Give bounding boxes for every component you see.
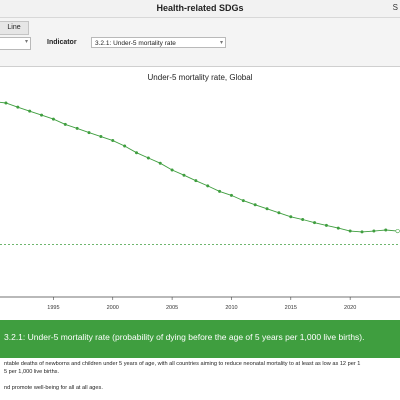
title-bar: Health-related SDGs S [0,0,400,18]
data-point [158,161,162,165]
chevron-down-icon: ▾ [219,40,223,46]
data-point [241,199,245,203]
data-point [87,131,91,135]
data-point [146,156,150,160]
data-point [301,218,305,222]
data-point [28,109,32,113]
description-line-2: 5 per 1,000 live births. [4,369,60,375]
x-tick-label: 2020 [344,305,356,311]
data-point [111,139,115,143]
app-title: Health-related SDGs [156,3,244,13]
data-point [253,203,257,207]
x-tick-label: 2015 [285,305,297,311]
data-point [63,122,67,126]
x-tick-label: 2000 [107,305,119,311]
data-point [265,207,269,211]
x-tick-label: 2005 [166,305,178,311]
data-point [289,215,293,219]
line-chart: 1995 2000 2005 2010 2015 2020 [0,101,400,311]
data-point [16,105,20,109]
data-point [384,228,388,232]
description-line-1: ntable deaths of newborns and children u… [4,361,361,367]
series-line [0,101,398,233]
banner-text: 3.2.1: Under-5 mortality rate (probabili… [4,332,365,342]
indicator-select-value: 3.2.1: Under-5 mortality rate [95,40,176,47]
data-point [229,193,233,197]
chart-title: Under-5 mortality rate, Global [147,73,253,82]
header-corner-text: S [392,3,398,12]
data-point [75,126,79,130]
chart-area: Under-5 mortality rate, Global 1995 2000 2… [0,67,400,319]
indicator-select[interactable]: 3.2.1: Under-5 mortality rate ▾ [91,37,226,48]
x-tick-label: 1995 [47,305,59,311]
data-point [277,211,281,215]
chart-type-tab-line[interactable]: Line [0,21,29,35]
data-point [123,144,127,148]
data-point [372,229,376,233]
data-point [395,228,400,234]
data-point [206,184,210,188]
data-point [182,173,186,177]
data-point [313,221,317,225]
left-dropdown[interactable]: ▾ [0,37,31,50]
data-point [336,226,340,230]
data-point [194,179,198,183]
data-point [40,113,44,117]
data-point [324,223,328,227]
data-point [348,229,352,233]
data-point [360,230,364,234]
data-point [99,135,103,139]
chevron-down-icon: ▾ [24,39,28,45]
indicator-label: Indicator [47,39,77,46]
controls-panel: Line ▾ Indicator 3.2.1: Under-5 mortalit… [0,18,400,67]
data-point [218,189,222,193]
indicator-banner: 3.2.1: Under-5 mortality rate (probabili… [0,320,400,358]
data-point [170,168,174,172]
data-point [4,101,8,105]
data-point [134,151,138,155]
description-line-3: nd promote well-being for all at all age… [4,385,103,391]
data-point [51,117,55,121]
x-tick-label: 2010 [225,305,237,311]
